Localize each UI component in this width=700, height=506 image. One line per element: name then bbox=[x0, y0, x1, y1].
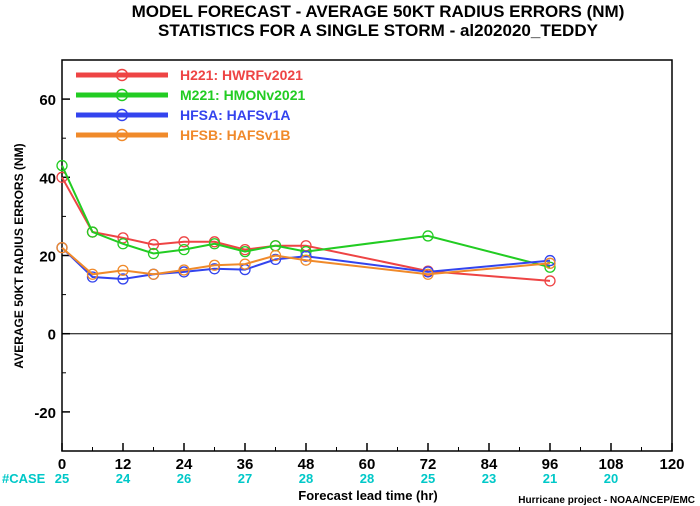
data-point-hfsb bbox=[178, 264, 190, 276]
plot-frame bbox=[61, 59, 673, 452]
data-point-hfsb bbox=[239, 258, 251, 270]
x-tick-label: 84 bbox=[481, 456, 498, 473]
legend-label-m221: M221: HMONv2021 bbox=[180, 87, 305, 103]
case-count: 28 bbox=[360, 471, 374, 486]
data-point-m221 bbox=[117, 238, 129, 250]
data-point-h221 bbox=[147, 238, 160, 251]
data-point-m221 bbox=[544, 261, 556, 273]
y-axis-label: AVERAGE 50KT RADIUS ERRORS (NM) bbox=[12, 143, 26, 368]
case-count: 20 bbox=[604, 471, 618, 486]
data-point-hfsb bbox=[117, 264, 129, 277]
data-point-hfsb bbox=[147, 268, 160, 280]
y-tick-label: 60 bbox=[39, 92, 56, 109]
data-point-hfsb bbox=[544, 257, 556, 269]
y-tick-label: 0 bbox=[48, 327, 56, 344]
data-point-hfsb bbox=[86, 268, 99, 280]
data-point-hfsa bbox=[300, 250, 312, 262]
x-axis-ticks: 0 12 24 36 48 60 72 84 96 108 120 bbox=[58, 443, 685, 473]
data-point-m221 bbox=[56, 159, 68, 172]
case-count: 24 bbox=[116, 471, 131, 486]
case-count: 28 bbox=[299, 471, 313, 486]
x-tick-label: 12 bbox=[115, 456, 132, 473]
legend-label-h221: H221: HWRFv2021 bbox=[180, 67, 303, 83]
case-row-label: #CASE bbox=[2, 471, 46, 486]
x-tick-label: 108 bbox=[598, 456, 623, 473]
x-tick-label: 72 bbox=[420, 456, 437, 473]
y-tick-label: 40 bbox=[39, 170, 56, 187]
chart-subtitle: STATISTICS FOR A SINGLE STORM - al202020… bbox=[158, 21, 599, 40]
data-point-m221 bbox=[178, 243, 190, 256]
data-point-m221 bbox=[147, 247, 160, 260]
chart-title: MODEL FORECAST - AVERAGE 50KT RADIUS ERR… bbox=[132, 2, 625, 21]
x-tick-label: 120 bbox=[659, 456, 684, 473]
case-count: 26 bbox=[177, 471, 191, 486]
data-point-m221 bbox=[208, 238, 221, 250]
data-point-hfsb bbox=[422, 268, 434, 280]
data-point-m221 bbox=[239, 245, 251, 258]
series-group bbox=[56, 159, 556, 287]
data-point-hfsa bbox=[86, 271, 99, 283]
case-count: 25 bbox=[55, 471, 69, 486]
data-point-hfsb bbox=[56, 242, 68, 254]
case-count: 23 bbox=[482, 471, 496, 486]
data-point-hfsb bbox=[208, 259, 221, 271]
legend-marker-hfsb bbox=[115, 128, 129, 142]
data-point-hfsa bbox=[544, 254, 556, 267]
data-point-hfsa bbox=[208, 263, 221, 275]
x-tick-label: 60 bbox=[359, 456, 376, 473]
x-tick-label: 24 bbox=[176, 456, 193, 473]
data-point-m221 bbox=[422, 230, 434, 242]
series-line-hfsb bbox=[61, 246, 551, 276]
data-point-m221 bbox=[86, 226, 99, 238]
y-tick-label: 20 bbox=[39, 249, 56, 266]
legend-marker-h221 bbox=[115, 68, 129, 82]
data-point-hfsa bbox=[117, 273, 129, 285]
series-line-hfsa bbox=[61, 246, 551, 281]
series-line-m221 bbox=[61, 165, 551, 269]
series-line-h221 bbox=[61, 176, 551, 282]
legend-marker-m221 bbox=[115, 88, 129, 102]
case-count: 21 bbox=[543, 471, 557, 486]
legend-marker-hfsa bbox=[115, 108, 129, 122]
x-tick-label: 36 bbox=[237, 456, 254, 473]
data-point-h221 bbox=[544, 275, 556, 287]
data-point-h221 bbox=[178, 236, 190, 248]
x-axis-label: Forecast lead time (hr) bbox=[298, 488, 437, 503]
case-count: 25 bbox=[421, 471, 435, 486]
x-tick-label: 0 bbox=[58, 456, 66, 473]
credit-text: Hurricane project - NOAA/NCEP/EMC bbox=[518, 495, 695, 506]
x-tick-label: 96 bbox=[542, 456, 559, 473]
x-tick-label: 48 bbox=[298, 456, 315, 473]
case-row: 25 24 26 27 28 28 25 23 21 20 bbox=[55, 471, 618, 486]
legend: H221: HWRFv2021 M221: HMONv2021 HFSA: HAFS… bbox=[76, 67, 305, 143]
legend-label-hfsb: HFSB: HAFSv1B bbox=[180, 127, 290, 143]
case-count: 27 bbox=[238, 471, 252, 486]
y-tick-label: -20 bbox=[34, 405, 56, 422]
y-axis-ticks: -20 0 20 40 60 bbox=[34, 59, 70, 452]
legend-label-hfsa: HFSA: HAFSv1A bbox=[180, 107, 290, 123]
data-point-hfsb bbox=[269, 249, 282, 262]
data-point-hfsa bbox=[269, 253, 282, 266]
data-point-hfsb bbox=[300, 254, 312, 266]
